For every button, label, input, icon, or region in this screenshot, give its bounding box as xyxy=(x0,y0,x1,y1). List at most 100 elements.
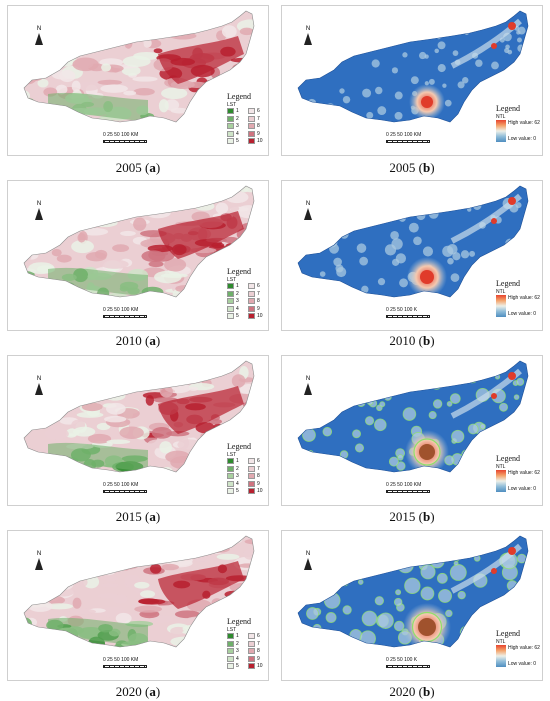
legend-lst-label: LST xyxy=(227,627,237,633)
caption-2015-a: 2015 (a) xyxy=(115,509,161,524)
ntl-low-label: Low value: 0 xyxy=(508,311,537,317)
legend-ntl-label: NTL xyxy=(496,114,506,120)
lst-class-label: 1 xyxy=(236,283,239,289)
scale-label: 0 25 50 100 KM xyxy=(103,657,139,663)
scale-bar xyxy=(386,140,430,143)
lst-swatch xyxy=(227,115,234,122)
scale-bar xyxy=(386,490,430,493)
lst-swatch xyxy=(248,663,255,669)
lst-class-label: 8 xyxy=(257,123,260,129)
lst-swatch xyxy=(248,108,255,114)
lst-swatch xyxy=(227,640,234,647)
lst-class-label: 1 xyxy=(236,458,239,464)
lst-class-label: 5 xyxy=(236,488,239,494)
scale-label: 0 25 50 100 KM xyxy=(103,307,139,313)
north-label: N xyxy=(36,376,42,382)
scale-label: 0 25 50 100 K xyxy=(386,307,418,313)
lst-class-label: 6 xyxy=(257,458,260,464)
north-label: N xyxy=(36,26,42,32)
map-panel-2015-lst: N Legend LST 1 6 2 7 3 8 4 9 5 10 0 25 50 100 KM xyxy=(7,355,269,506)
lst-legend-grid: 1 6 2 7 3 8 4 9 5 10 xyxy=(227,633,267,670)
lst-swatch xyxy=(227,283,234,289)
ntl-color-ramp xyxy=(496,470,506,492)
lst-swatch xyxy=(227,663,234,669)
lst-swatch xyxy=(248,640,255,647)
caption-2015-b: 2015 (b) xyxy=(389,509,435,524)
lst-class-label: 3 xyxy=(236,648,239,654)
map-panel-2005-lst: N Legend LST 1 6 2 7 3 8 4 9 5 10 0 25 50 100 KM xyxy=(7,5,269,156)
caption-2010-a: 2010 (a) xyxy=(115,333,161,348)
map-panel-2020-lst: N Legend LST 1 6 2 7 3 8 4 9 5 10 0 25 50 100 KM xyxy=(7,530,269,681)
lst-class-label: 10 xyxy=(257,313,263,319)
lst-class-label: 7 xyxy=(257,290,260,297)
map-panel-2005-ntl: N Legend NTL High value: 62 Low value: 0 0 25… xyxy=(281,5,543,156)
legend-ntl-label: NTL xyxy=(496,289,506,295)
ntl-map-svg xyxy=(297,10,529,123)
scale-bar xyxy=(103,665,147,668)
north-label: N xyxy=(36,201,42,207)
map-panel-2010-ntl: N Legend NTL High value: 62 Low value: 0 0 25… xyxy=(281,180,543,331)
lst-class-label: 3 xyxy=(236,473,239,479)
lst-class-label: 9 xyxy=(257,305,260,312)
scale-bar xyxy=(103,140,147,143)
map-panel-2010-lst: N Legend LST 1 6 2 7 3 8 4 9 5 10 0 25 50 100 KM xyxy=(7,180,269,331)
caption-2005-b: 2005 (b) xyxy=(389,160,435,175)
legend-lst-label: LST xyxy=(227,452,237,458)
lst-class-label: 4 xyxy=(236,480,239,487)
lst-class-label: 9 xyxy=(257,480,260,487)
lst-class-label: 10 xyxy=(257,138,263,144)
legend-title: Legend xyxy=(496,629,520,638)
lst-swatch xyxy=(248,290,255,297)
caption-2010-b: 2010 (b) xyxy=(389,333,435,348)
lst-class-label: 3 xyxy=(236,123,239,129)
lst-class-label: 5 xyxy=(236,138,239,144)
lst-class-label: 1 xyxy=(236,633,239,639)
legend-title: Legend xyxy=(496,279,520,288)
lst-class-label: 4 xyxy=(236,305,239,312)
lst-swatch xyxy=(248,480,255,487)
lst-swatch xyxy=(248,130,255,137)
lst-map-svg xyxy=(23,10,255,123)
lst-map-svg xyxy=(23,360,255,473)
ntl-high-label: High value: 62 xyxy=(508,295,540,301)
lst-swatch xyxy=(227,108,234,114)
lst-swatch xyxy=(227,648,234,654)
legend-ntl-label: NTL xyxy=(496,464,506,470)
caption-2005-a: 2005 (a) xyxy=(115,160,161,175)
lst-class-label: 10 xyxy=(257,488,263,494)
lst-swatch xyxy=(248,458,255,464)
lst-swatch xyxy=(227,655,234,662)
north-label: N xyxy=(305,26,311,32)
lst-swatch xyxy=(248,283,255,289)
ntl-high-label: High value: 62 xyxy=(508,120,540,126)
north-arrow-icon: N xyxy=(35,201,43,220)
lst-class-label: 2 xyxy=(236,290,239,297)
lst-swatch xyxy=(227,138,234,144)
lst-swatch xyxy=(248,305,255,312)
lst-swatch xyxy=(227,458,234,464)
lst-map-svg xyxy=(23,535,255,648)
legend-title: Legend xyxy=(227,92,251,101)
north-label: N xyxy=(305,551,311,557)
lst-legend-grid: 1 6 2 7 3 8 4 9 5 10 xyxy=(227,458,267,495)
north-arrow-icon: N xyxy=(35,26,43,45)
lst-map-svg xyxy=(23,185,255,298)
lst-swatch xyxy=(227,290,234,297)
lst-class-label: 8 xyxy=(257,298,260,304)
lst-swatch xyxy=(248,313,255,319)
ntl-map-svg xyxy=(297,535,529,648)
lst-legend-grid: 1 6 2 7 3 8 4 9 5 10 xyxy=(227,283,267,320)
lst-swatch xyxy=(227,130,234,137)
ntl-low-label: Low value: 0 xyxy=(508,136,537,142)
scale-bar xyxy=(103,490,147,493)
legend-title: Legend xyxy=(227,442,251,451)
ntl-map-svg xyxy=(297,360,529,473)
lst-class-label: 5 xyxy=(236,313,239,319)
north-arrow-icon: N xyxy=(304,551,312,570)
ntl-map-svg xyxy=(297,185,529,298)
north-arrow-icon: N xyxy=(304,376,312,395)
scale-label: 0 25 50 100 KM xyxy=(103,482,139,488)
legend-title: Legend xyxy=(496,104,520,113)
lst-swatch xyxy=(248,633,255,639)
lst-swatch xyxy=(227,465,234,472)
